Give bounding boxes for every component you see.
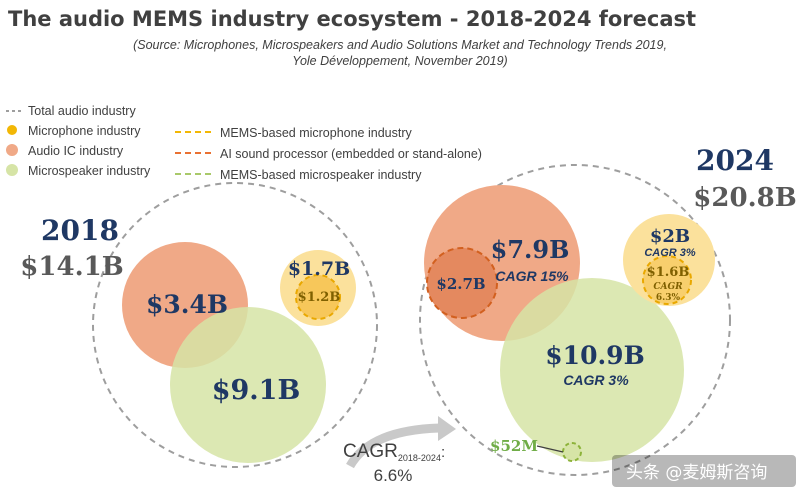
source-line-1: (Source: Microphones, Microspeakers and … — [133, 38, 667, 52]
cagr-arrow — [346, 423, 441, 469]
microspeaker-bubble-2018 — [170, 307, 326, 463]
mems-mic-value-2024: $1.6B — [647, 265, 690, 280]
audio-ic-value-2018: $3.4B — [146, 290, 228, 319]
watermark-text: 头条 @麦姆斯咨询 — [626, 463, 767, 483]
cagr-arrow-group: CAGR2018-2024: 6.6% — [343, 416, 456, 485]
microphone-value-2018: $1.7B — [288, 258, 350, 280]
cagr-subscript: 2018-2024 — [398, 453, 441, 463]
microspeaker-cagr-2024: CAGR 3% — [563, 372, 629, 388]
microspeaker-value-2018: $9.1B — [212, 375, 301, 406]
legend-swatch-audio-ic — [6, 144, 18, 156]
mems-speaker-leader — [536, 445, 564, 453]
year-2018-group: 2018 $14.1B $3.4B $1.7B $1.2B $9.1B — [20, 182, 378, 468]
legend-label-total: Total audio industry — [28, 104, 136, 118]
ai-processor-bubble-2024 — [426, 247, 498, 319]
cagr-value: 6.6% — [374, 466, 413, 485]
mems-mic-bubble-2018 — [295, 274, 341, 320]
legend-label-audio-ic: Audio IC industry — [28, 144, 124, 158]
mems-speaker-value-2024: $52M — [490, 437, 538, 455]
audio-ic-cagr-2024: CAGR 15% — [495, 268, 569, 284]
mems-mic-bubble-2024 — [642, 255, 692, 305]
ai-processor-value-2024: $2.7B — [436, 275, 485, 293]
legend-label-ai-processor: AI sound processor (embedded or stand-al… — [220, 147, 482, 161]
cagr-colon: : — [441, 444, 445, 461]
year-2024-group: 2024 $20.8B $7.9B CAGR 15% $2.7B $2B CAG… — [419, 144, 797, 476]
watermark: 头条 @麦姆斯咨询 — [612, 455, 796, 487]
cagr-label: CAGR2018-2024: — [343, 441, 445, 463]
mems-mic-cagr-pct-2024: 6.3% — [656, 293, 681, 303]
legend-label-microspeaker: Microspeaker industry — [28, 164, 151, 178]
legend-swatch-microphone — [7, 125, 17, 135]
cagr-word: CAGR — [343, 441, 398, 462]
microphone-value-2024: $2B — [650, 226, 690, 247]
mems-mic-cagr-word-2024: CAGR — [653, 282, 683, 292]
legend-label-mems-speaker: MEMS-based microspeaker industry — [220, 168, 422, 182]
chart-title: The audio MEMS industry ecosystem - 2018… — [8, 7, 696, 31]
total-label-2018: $14.1B — [20, 252, 123, 282]
year-label-2018: 2018 — [41, 214, 119, 247]
total-circle-2024 — [419, 164, 731, 476]
legend-label-microphone: Microphone industry — [28, 124, 141, 138]
cagr-arrow-head — [438, 416, 456, 441]
mems-speaker-bubble-2024 — [562, 442, 582, 462]
legend-label-mems-mic: MEMS-based microphone industry — [220, 126, 412, 140]
legend: Total audio industry Microphone industry… — [6, 104, 482, 182]
total-circle-2018 — [92, 182, 378, 468]
year-label-2024: 2024 — [696, 144, 774, 177]
legend-swatch-microspeaker — [6, 164, 18, 176]
microspeaker-bubble-2024 — [500, 278, 684, 462]
source-line-2: Yole Développement, November 2019) — [292, 54, 507, 68]
microphone-cagr-2024: CAGR 3% — [644, 247, 696, 259]
microspeaker-value-2024: $10.9B — [545, 341, 644, 370]
total-label-2024: $20.8B — [693, 183, 796, 213]
audio-ic-value-2024: $7.9B — [491, 235, 570, 264]
watermark-bg — [612, 455, 796, 487]
mems-mic-value-2018: $1.2B — [298, 290, 341, 305]
